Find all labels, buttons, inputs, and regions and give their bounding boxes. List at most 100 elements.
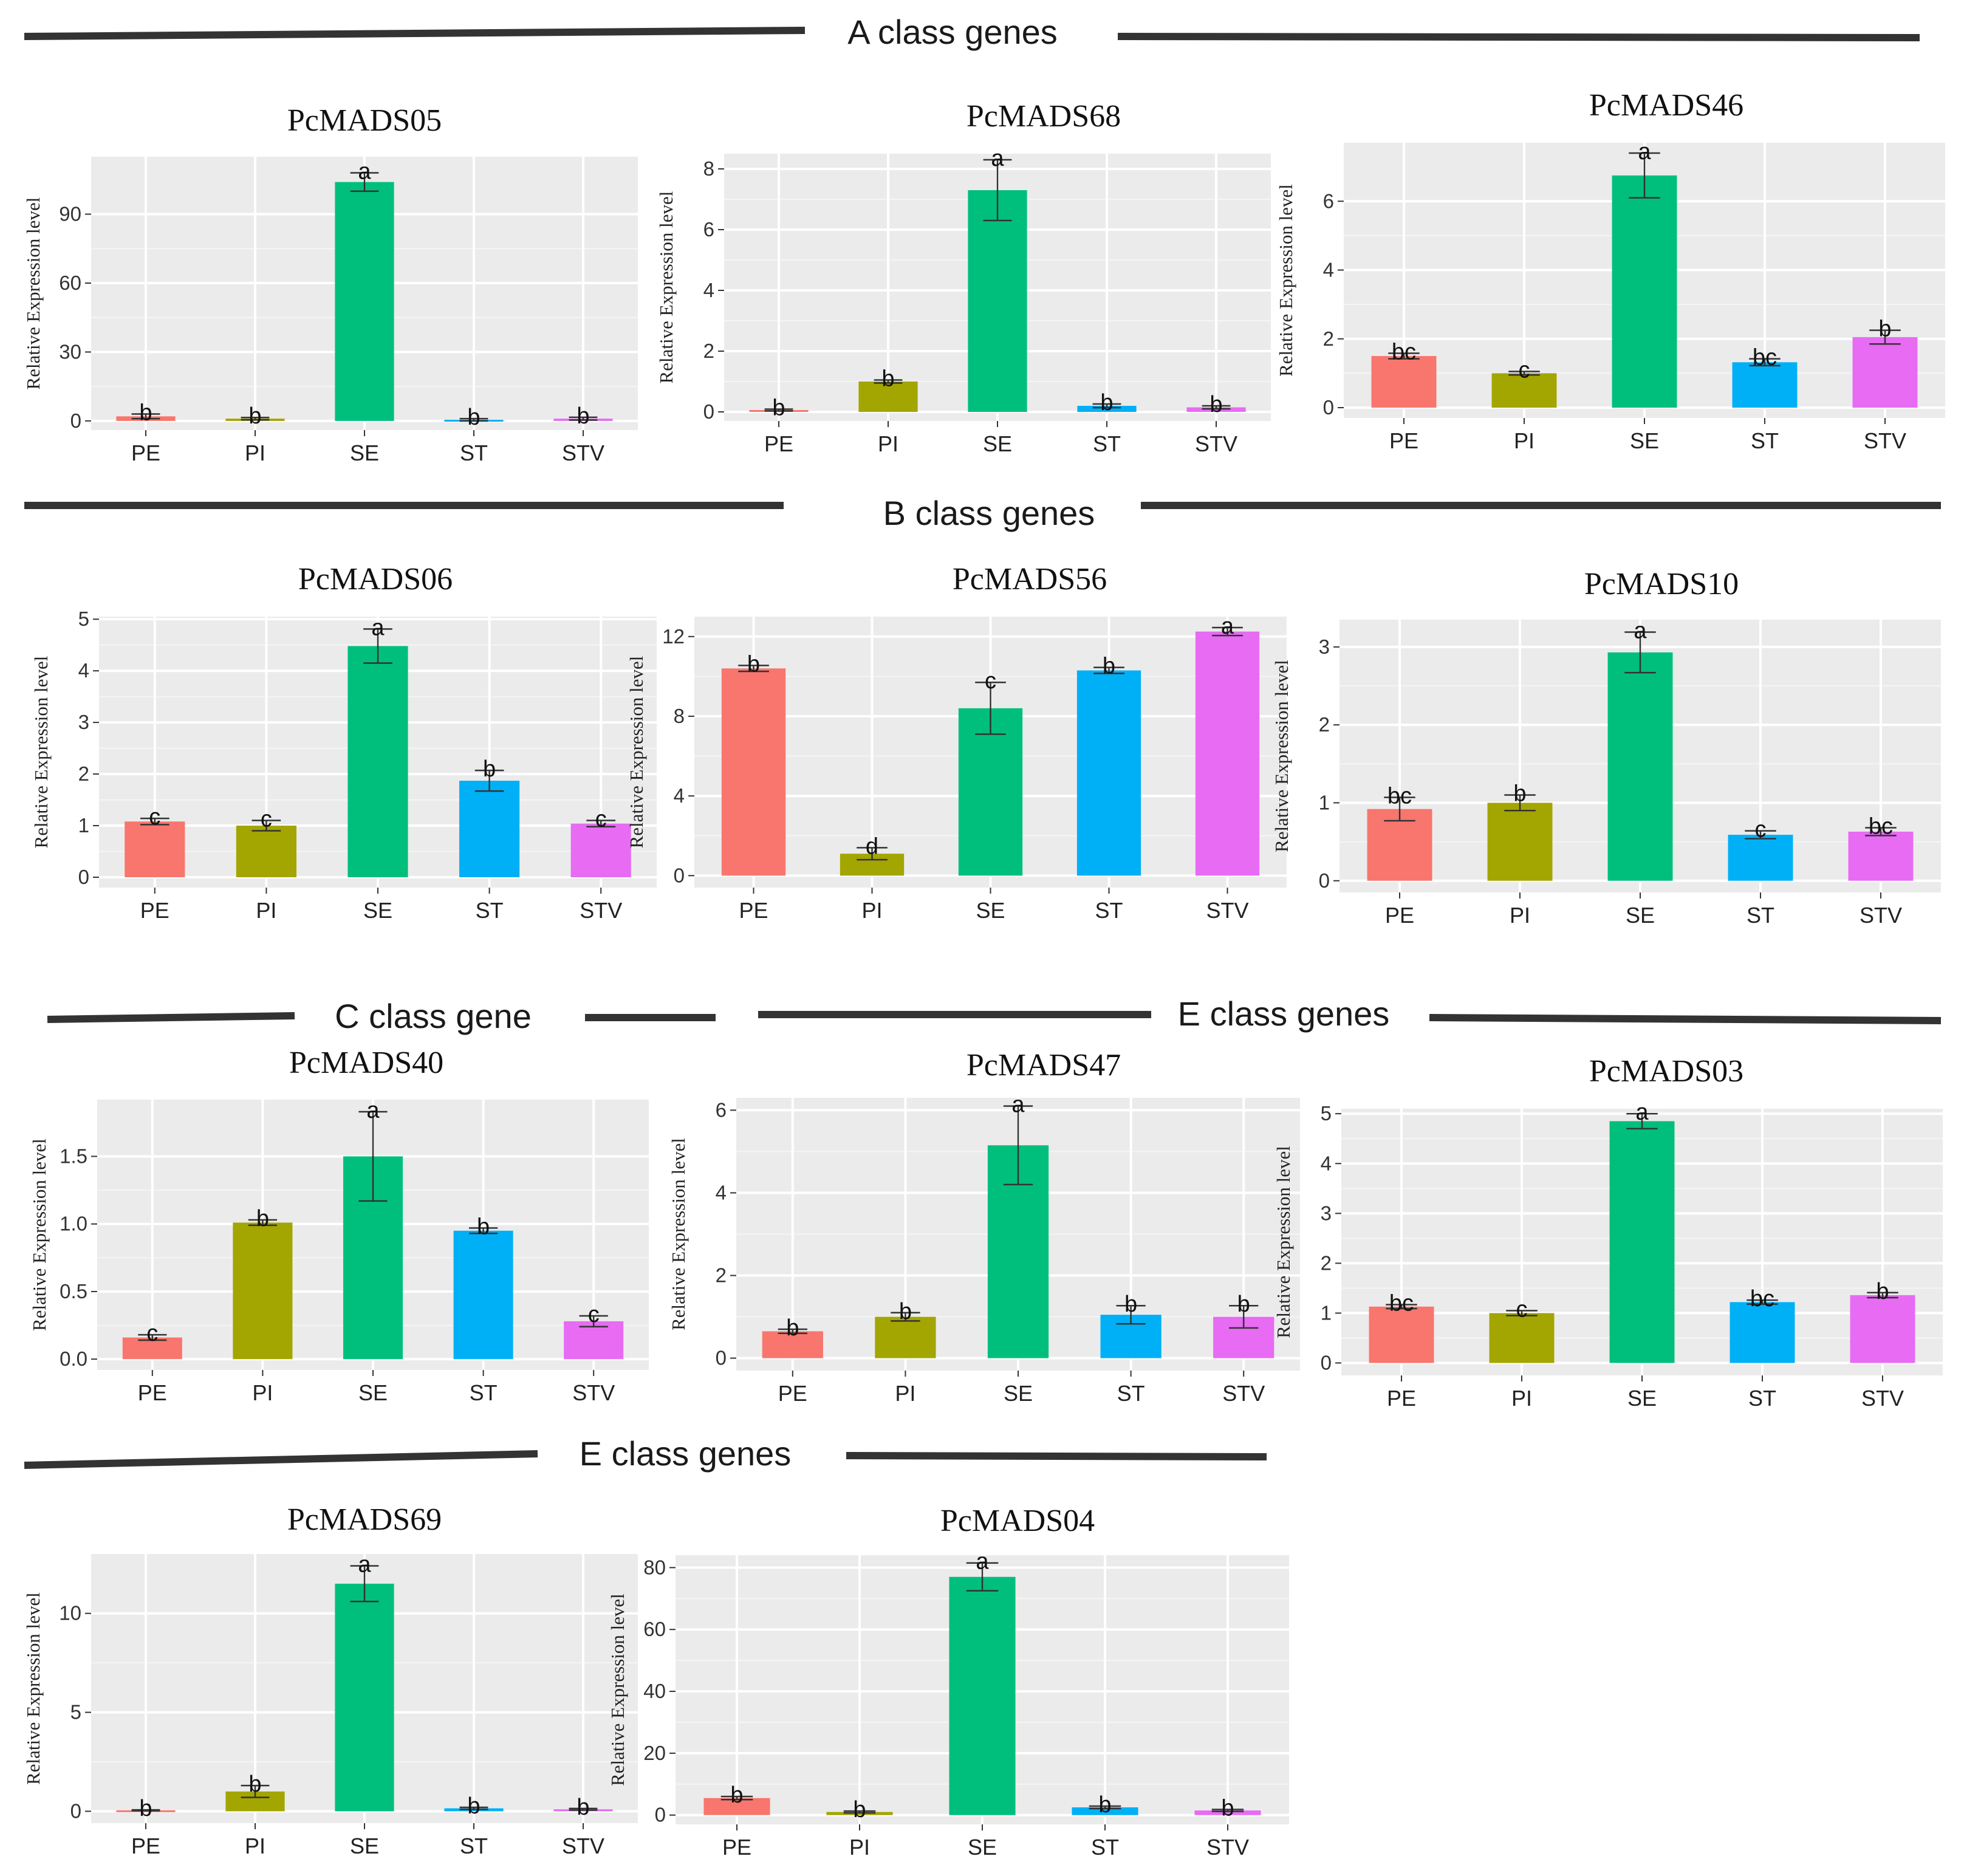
pcmads04-ytick-label: 20 <box>643 1742 666 1764</box>
pcmads06-xtick-label: ST <box>476 898 504 923</box>
pcmads06-ytick-label: 0 <box>78 866 89 888</box>
pcmads68-sig-letter: b <box>881 366 894 392</box>
pcmads04-xtick-label: ST <box>1091 1835 1119 1860</box>
pcmads47-xtick-label: SE <box>1004 1381 1033 1406</box>
pcmads03-bar-stv <box>1850 1295 1915 1363</box>
pcmads05-ylabel: Relative Expression level <box>22 197 44 390</box>
pcmads68-ytick-label: 6 <box>703 218 714 241</box>
pcmads03-sig-letter: bc <box>1750 1286 1774 1312</box>
section-e2-line-left <box>24 1450 538 1469</box>
pcmads56-xtick-label: PI <box>861 898 882 923</box>
pcmads05-sig-letter: b <box>248 403 261 429</box>
pcmads69-xtick-label: SE <box>350 1833 379 1858</box>
pcmads69-title: PcMADS69 <box>287 1502 442 1537</box>
pcmads04-ytick-label: 60 <box>643 1618 666 1640</box>
pcmads10-bar-stv <box>1848 831 1914 881</box>
pcmads10-xtick-label: SE <box>1626 903 1655 928</box>
pcmads03-bar-se <box>1609 1121 1675 1363</box>
pcmads47-chart: PcMADS47 0 2 4 6 b PE b PI a SE b ST b STV Relative Exp… <box>668 1048 1300 1406</box>
pcmads68-bar-pi <box>858 382 918 412</box>
pcmads46-ytick-label: 6 <box>1323 190 1334 212</box>
pcmads46-xtick-label: PI <box>1514 428 1535 453</box>
pcmads40-bar-pi <box>233 1222 293 1360</box>
pcmads40-ytick-label: 1.5 <box>60 1145 87 1167</box>
pcmads68-xtick-label: STV <box>1195 431 1237 456</box>
pcmads10-xtick-label: PE <box>1385 903 1414 928</box>
pcmads40-sig-letter: a <box>366 1098 380 1123</box>
pcmads47-ytick-label: 2 <box>716 1264 727 1287</box>
pcmads40-bar-st <box>453 1230 513 1360</box>
pcmads06-xtick-label: PE <box>140 898 169 923</box>
pcmads06-ytick-label: 5 <box>78 608 89 630</box>
pcmads04-ylabel: Relative Expression level <box>607 1594 628 1786</box>
pcmads05-ytick-label: 90 <box>59 203 81 225</box>
pcmads05-xtick-label: ST <box>460 440 488 465</box>
pcmads10-sig-letter: bc <box>1387 783 1412 809</box>
pcmads46-title: PcMADS46 <box>1589 88 1743 123</box>
pcmads46-ytick-label: 0 <box>1323 396 1334 419</box>
pcmads04-bar-st <box>1072 1807 1138 1815</box>
pcmads10-ylabel: Relative Expression level <box>1271 660 1292 852</box>
pcmads56-ytick-label: 0 <box>674 864 685 886</box>
pcmads46-sig-letter: bc <box>1753 345 1777 371</box>
pcmads69-sig-letter: b <box>139 1796 152 1821</box>
pcmads06-sig-letter: c <box>149 804 160 830</box>
pcmads56-xtick-label: PE <box>739 898 768 923</box>
pcmads68-ytick-label: 8 <box>703 157 714 180</box>
pcmads10-sig-letter: b <box>1513 781 1526 807</box>
pcmads69-sig-letter: b <box>577 1795 589 1820</box>
section-b-title: B class genes <box>883 494 1095 532</box>
pcmads05-ytick-label: 30 <box>59 340 81 363</box>
pcmads68-title: PcMADS68 <box>967 99 1121 134</box>
pcmads47-sig-letter: a <box>1011 1092 1025 1118</box>
pcmads56-xtick-label: STV <box>1206 898 1248 923</box>
pcmads06-title: PcMADS06 <box>298 562 453 597</box>
pcmads40-bar-pe <box>122 1337 182 1360</box>
pcmads69-xtick-label: ST <box>460 1833 488 1858</box>
pcmads04-sig-letter: b <box>853 1797 866 1823</box>
pcmads68-sig-letter: b <box>1210 392 1222 417</box>
pcmads06-ytick-label: 4 <box>78 659 89 682</box>
pcmads56-bar-stv <box>1195 631 1260 876</box>
pcmads04-xtick-label: PI <box>849 1835 870 1860</box>
pcmads46-xtick-label: STV <box>1864 428 1906 453</box>
pcmads56-ytick-label: 8 <box>674 705 685 727</box>
pcmads06-xtick-label: PI <box>256 898 276 923</box>
pcmads05-sig-letter: a <box>358 159 371 184</box>
pcmads03-ytick-label: 1 <box>1321 1301 1332 1324</box>
pcmads69-bar-se <box>335 1583 394 1812</box>
pcmads06-chart: PcMADS06 0 1 2 3 4 5 c PE c PI a SE b ST c STV Relative E… <box>30 562 657 923</box>
pcmads46-xtick-label: SE <box>1630 428 1659 453</box>
pcmads05-ytick-label: 0 <box>70 409 81 432</box>
pcmads46-xtick-label: ST <box>1751 428 1779 453</box>
pcmads05-bar-se <box>335 182 394 421</box>
pcmads46-sig-letter: b <box>1878 317 1891 342</box>
pcmads05-sig-letter: b <box>467 405 480 430</box>
pcmads03-ytick-label: 4 <box>1321 1152 1332 1174</box>
pcmads03-chart: PcMADS03 0 1 2 3 4 5 bc PE c PI a SE bc ST b STV Relative… <box>1273 1054 1943 1411</box>
pcmads06-ylabel: Relative Expression level <box>30 656 52 849</box>
pcmads40-xtick-label: PI <box>252 1380 273 1405</box>
pcmads46-chart: PcMADS46 0 2 4 6 bc PE c PI a SE bc ST b STV Relative E… <box>1275 88 1945 453</box>
pcmads10-title: PcMADS10 <box>1584 567 1739 601</box>
pcmads46-xtick-label: PE <box>1389 428 1418 453</box>
pcmads04-bar-pe <box>703 1798 770 1815</box>
pcmads69-xtick-label: PI <box>245 1833 265 1858</box>
pcmads40-sig-letter: b <box>477 1214 490 1239</box>
pcmads04-xtick-label: STV <box>1206 1835 1249 1860</box>
pcmads06-xtick-label: STV <box>580 898 622 923</box>
pcmads04-sig-letter: b <box>1098 1792 1111 1818</box>
pcmads47-xtick-label: PE <box>778 1381 807 1406</box>
pcmads05-chart: PcMADS05 0 30 60 90 b PE b PI a SE b ST b STV Relative … <box>22 103 638 465</box>
pcmads05-sig-letter: b <box>577 403 589 429</box>
pcmads46-ylabel: Relative Expression level <box>1275 184 1296 377</box>
pcmads68-xtick-label: SE <box>983 431 1012 456</box>
pcmads68-sig-letter: a <box>991 146 1004 171</box>
pcmads47-sig-letter: b <box>899 1299 912 1324</box>
pcmads40-sig-letter: c <box>146 1321 158 1346</box>
pcmads03-title: PcMADS03 <box>1589 1054 1743 1089</box>
pcmads46-bar-pi <box>1491 373 1557 408</box>
pcmads10-bar-st <box>1728 835 1793 881</box>
pcmads05-title: PcMADS05 <box>287 103 442 138</box>
